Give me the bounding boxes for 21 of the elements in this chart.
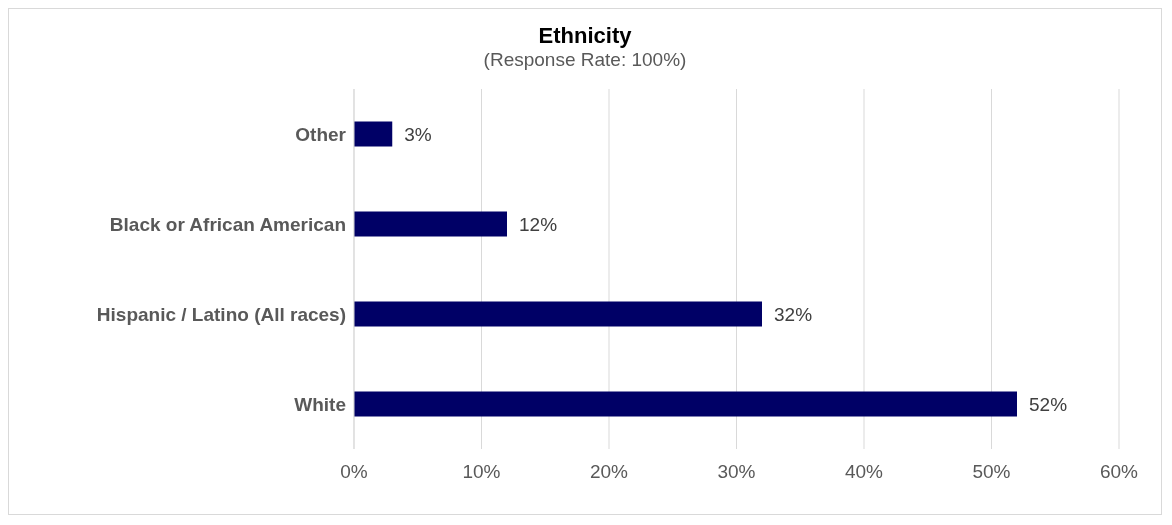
bar — [354, 391, 1017, 417]
y-tick-label: Other — [295, 123, 347, 145]
x-tick-label: 60% — [1099, 461, 1139, 483]
data-label: 12% — [519, 213, 558, 235]
bar — [354, 301, 762, 327]
data-label: 52% — [1029, 393, 1068, 415]
bar — [354, 211, 507, 237]
x-tick-label: 40% — [844, 461, 884, 483]
bar — [354, 121, 393, 147]
x-tick-label: 20% — [589, 461, 629, 483]
y-tick-label: Hispanic / Latino (All races) — [96, 303, 346, 325]
data-label: 32% — [774, 303, 813, 325]
data-label: 3% — [404, 123, 432, 145]
x-tick-label: 0% — [340, 461, 368, 483]
y-tick-label: Black or African American — [109, 213, 346, 235]
x-tick-label: 10% — [462, 461, 501, 483]
chart-title: Ethnicity — [537, 23, 633, 49]
x-tick-label: 50% — [972, 461, 1011, 483]
y-tick-label: White — [294, 393, 346, 415]
x-tick-label: 30% — [717, 461, 756, 483]
chart-subtitle: (Response Rate: 100%) — [482, 49, 688, 71]
